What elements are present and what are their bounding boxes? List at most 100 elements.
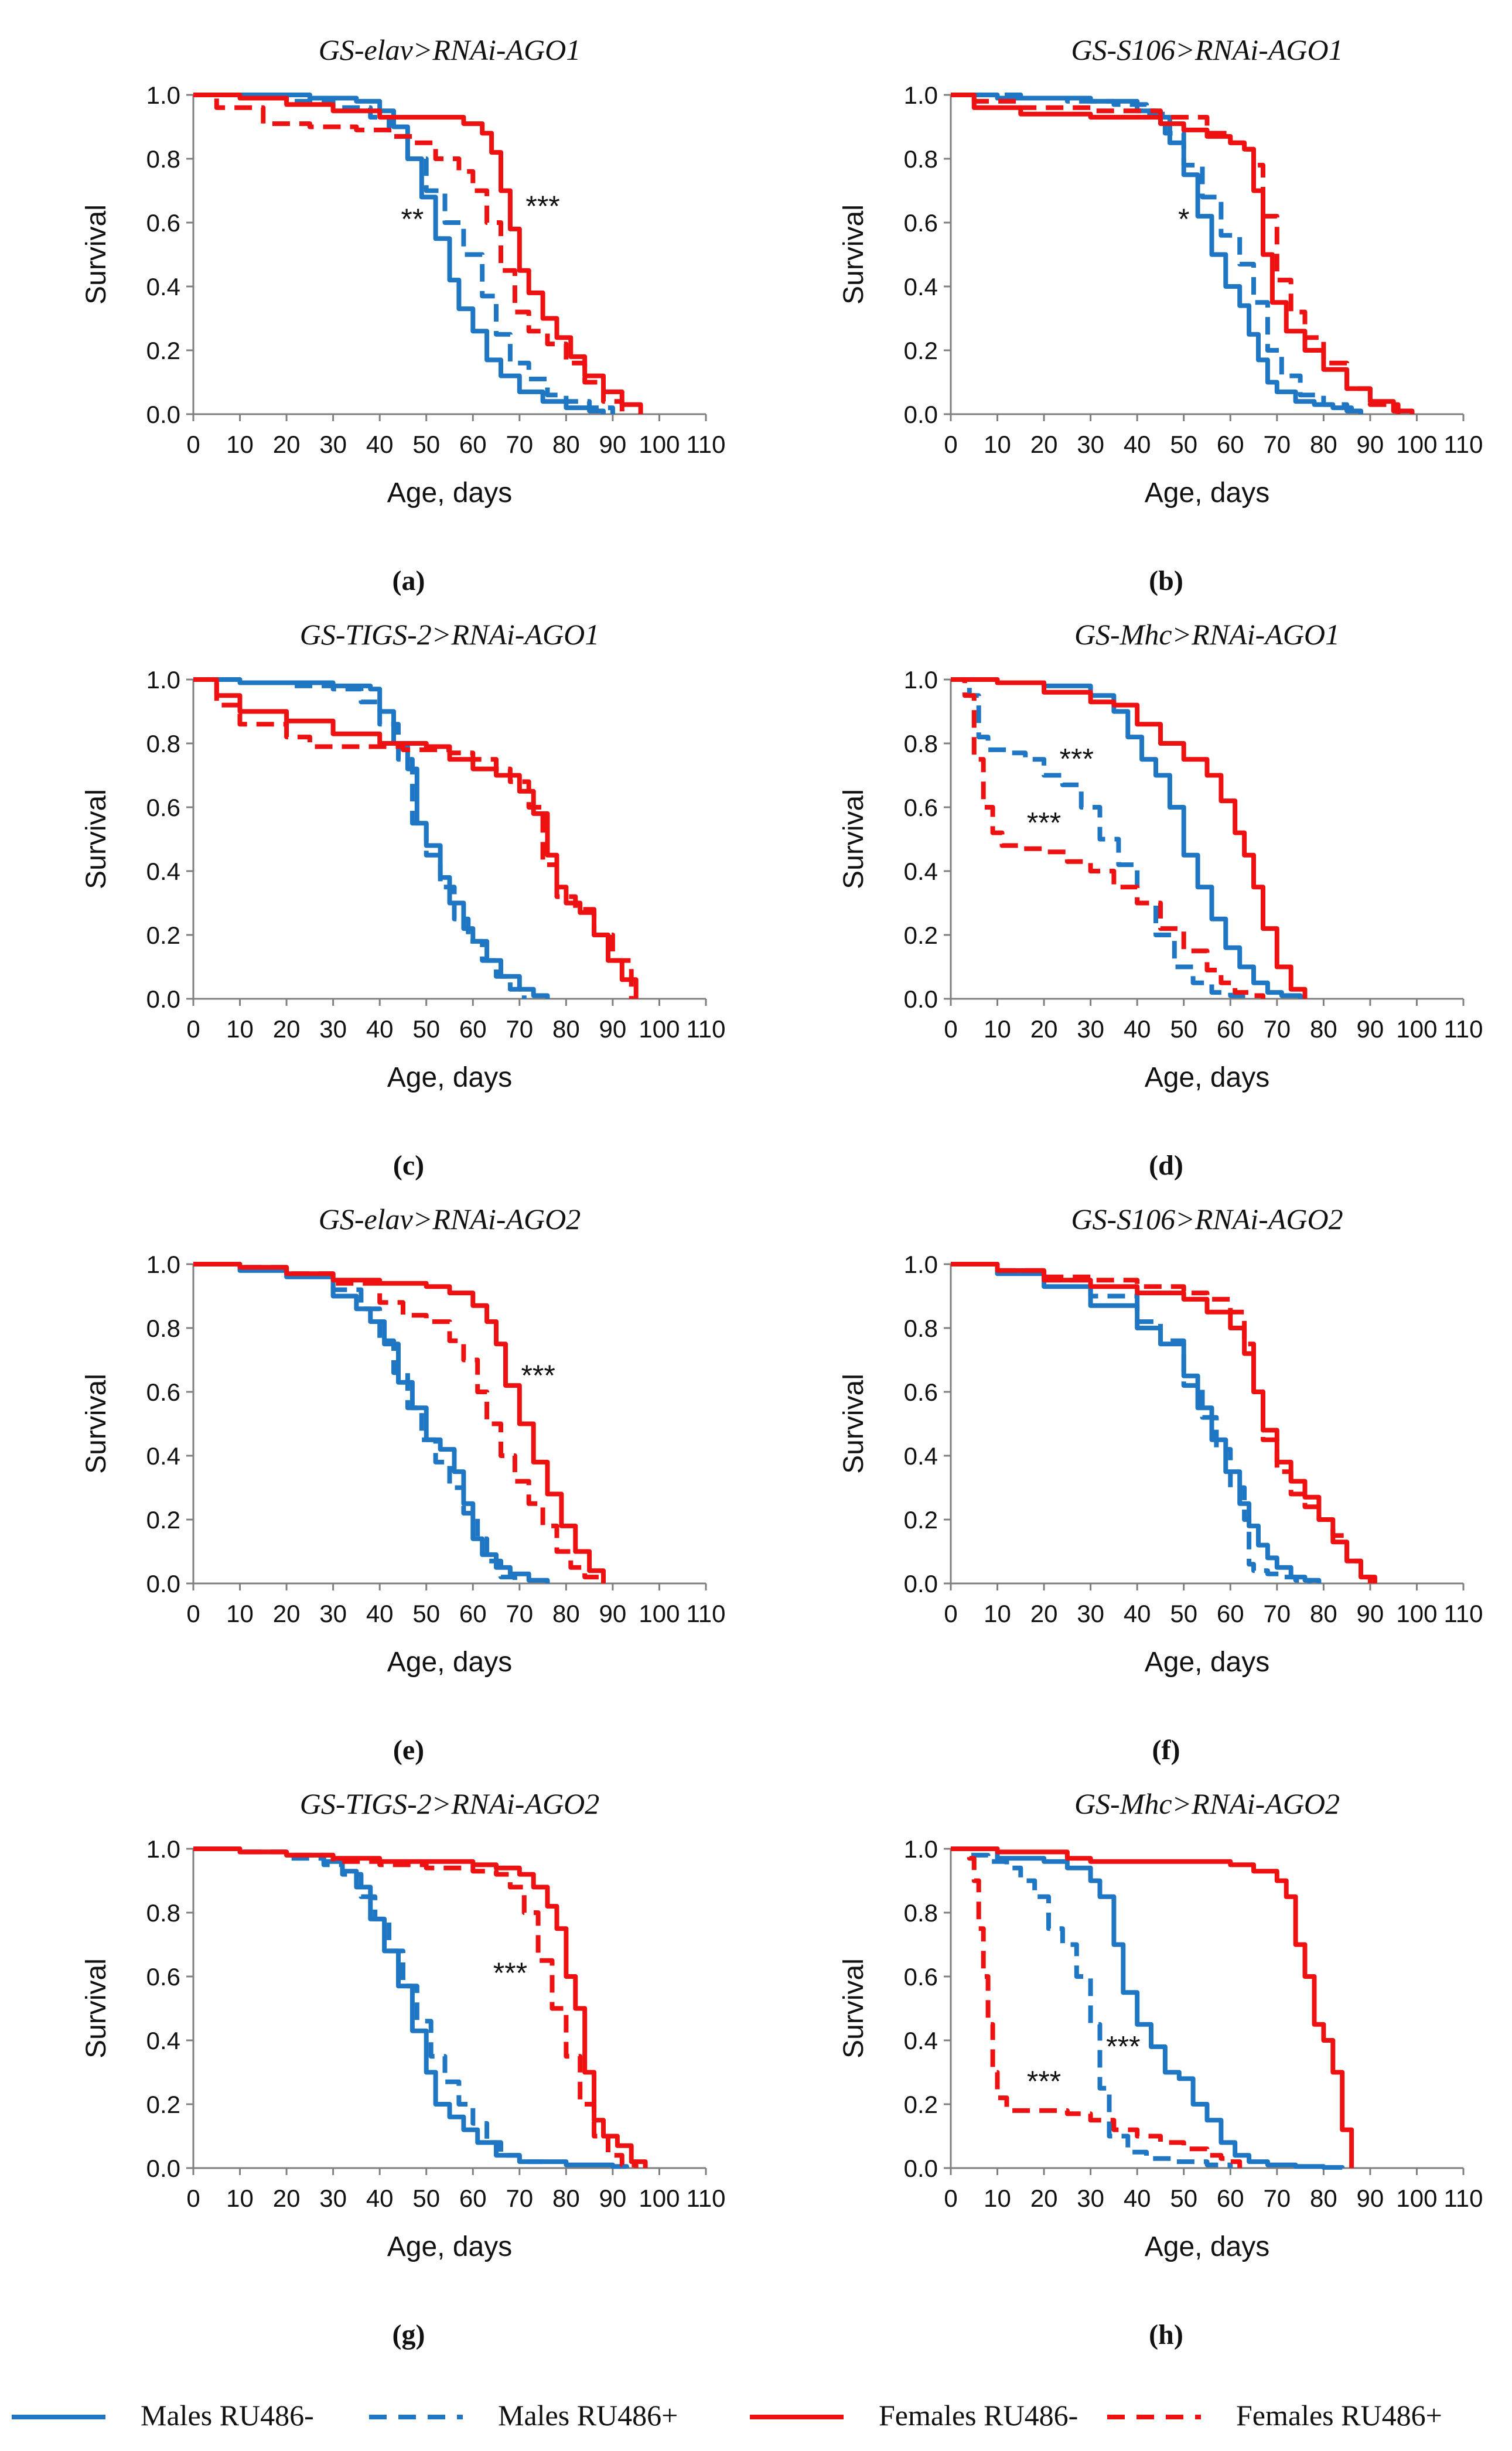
x-tick-label: 10 (984, 431, 1011, 458)
x-axis-label: Age, days (1145, 477, 1269, 508)
x-tick-label: 40 (366, 2184, 394, 2212)
panel-b: GS-S106>RNAi-AGO1 0.0 0.2 0.4 0.6 0.8 1.0 0 10 20… (838, 33, 1483, 596)
x-tick-label: 30 (1077, 1015, 1104, 1043)
panel-a: GS-elav>RNAi-AGO1 0.0 0.2 0.4 0.6 0.8 1.0 0 10 20… (81, 33, 725, 596)
x-tick-label: 30 (319, 1600, 347, 1627)
x-tick-label: 100 (1396, 2184, 1437, 2212)
x-axis-label: Age, days (387, 1062, 512, 1093)
panel-title: GS-TIGS-2>RNAi-AGO1 (300, 618, 599, 651)
x-tick-label: 80 (552, 1600, 580, 1627)
x-tick-label: 110 (1444, 1600, 1483, 1627)
x-tick-label: 100 (639, 1600, 680, 1627)
x-tick-label: 30 (1077, 2184, 1104, 2212)
x-tick-label: 50 (412, 2184, 440, 2212)
x-axis-label: Age, days (1145, 1647, 1269, 1678)
x-tick-label: 70 (1263, 2184, 1291, 2212)
x-tick-label: 0 (186, 431, 200, 458)
panel-letter: (c) (393, 1150, 424, 1181)
x-tick-label: 110 (1444, 2184, 1483, 2212)
series-line-females-ru486 (951, 1262, 1377, 1583)
legend-label: Females RU486+ (1236, 2399, 1442, 2432)
x-tick-label: 70 (506, 1600, 533, 1627)
panel-letter: (h) (1149, 2319, 1183, 2350)
x-tick-label: 10 (984, 1015, 1011, 1043)
y-tick-label: 0.2 (904, 337, 938, 364)
x-tick-label: 0 (944, 2184, 957, 2212)
x-tick-label: 110 (687, 431, 726, 458)
x-tick-label: 20 (1030, 1600, 1058, 1627)
y-tick-label: 0.4 (904, 2027, 938, 2054)
x-axis-label: Age, days (387, 2231, 512, 2262)
x-tick-label: 10 (984, 1600, 1011, 1627)
x-tick-label: 20 (273, 1015, 301, 1043)
series-line-females-ru486 (193, 1846, 639, 2168)
y-tick-label: 0.6 (146, 1963, 180, 1991)
significance-annotation: * (1178, 203, 1189, 235)
x-tick-label: 0 (186, 1600, 200, 1627)
x-tick-label: 20 (1030, 431, 1058, 458)
x-tick-label: 80 (552, 2184, 580, 2212)
x-tick-label: 70 (1263, 431, 1291, 458)
y-tick-label: 1.0 (904, 81, 938, 109)
series-line-females-ru486 (193, 1262, 601, 1583)
x-tick-label: 60 (459, 1600, 487, 1627)
x-tick-label: 70 (1263, 1600, 1291, 1627)
x-tick-label: 60 (459, 431, 487, 458)
y-axis-label: Survival (81, 1958, 112, 2059)
x-tick-label: 100 (1396, 1600, 1437, 1627)
series-line-females-ru486 (951, 1262, 1373, 1583)
x-tick-label: 80 (1310, 2184, 1337, 2212)
x-tick-label: 0 (944, 1600, 957, 1627)
x-axis-label: Age, days (387, 1647, 512, 1678)
y-tick-label: 0.8 (146, 1315, 180, 1342)
series-line-females-ru486 (193, 1846, 648, 2168)
series-line-females-ru486 (951, 677, 1308, 999)
legend-label: Males RU486+ (498, 2399, 678, 2432)
x-tick-label: 110 (687, 1600, 726, 1627)
y-tick-label: 1.0 (904, 1835, 938, 1863)
y-tick-label: 1.0 (146, 666, 180, 694)
x-tick-label: 20 (273, 431, 301, 458)
x-axis-label: Age, days (387, 477, 512, 508)
significance-annotation: *** (1060, 743, 1094, 776)
y-axis-label: Survival (81, 204, 112, 305)
x-tick-label: 40 (1124, 1600, 1151, 1627)
x-tick-label: 20 (1030, 1015, 1058, 1043)
y-tick-label: 0.2 (146, 2091, 180, 2118)
y-tick-label: 0.6 (904, 209, 938, 237)
x-tick-label: 40 (1124, 2184, 1151, 2212)
y-tick-label: 1.0 (146, 1835, 180, 1863)
series-line-females-ru486 (951, 93, 1401, 414)
x-tick-label: 30 (319, 2184, 347, 2212)
y-axis-label: Survival (838, 789, 869, 889)
y-tick-label: 1.0 (146, 1251, 180, 1278)
series-line-females-ru486 (193, 677, 634, 999)
series-line-males-ru486 (193, 93, 606, 414)
significance-annotation: *** (1027, 807, 1061, 839)
x-tick-label: 10 (984, 2184, 1011, 2212)
x-tick-label: 10 (226, 431, 254, 458)
panel-d: GS-Mhc>RNAi-AGO1 0.0 0.2 0.4 0.6 0.8 1.0 0 10 20 3… (838, 618, 1483, 1181)
significance-annotation: *** (525, 190, 559, 223)
x-tick-label: 110 (687, 2184, 726, 2212)
series-line-males-ru486 (193, 677, 527, 999)
panel-title: GS-elav>RNAi-AGO2 (319, 1203, 581, 1235)
panel-letter: (a) (392, 565, 425, 596)
x-tick-label: 70 (506, 1015, 533, 1043)
series-line-males-ru486 (951, 1262, 1322, 1583)
x-tick-label: 40 (366, 1600, 394, 1627)
series-line-males-ru486 (951, 93, 1363, 414)
series-line-females-ru486 (951, 677, 1265, 999)
x-tick-label: 30 (1077, 1600, 1104, 1627)
x-tick-label: 90 (1357, 431, 1384, 458)
x-tick-label: 50 (1170, 431, 1197, 458)
x-tick-label: 100 (639, 1015, 680, 1043)
x-tick-label: 110 (687, 1015, 726, 1043)
legend-label: Males RU486- (141, 2399, 314, 2432)
y-tick-label: 0.6 (904, 794, 938, 821)
y-tick-label: 0.2 (904, 921, 938, 949)
y-tick-label: 0.4 (904, 273, 938, 301)
panel-h: GS-Mhc>RNAi-AGO2 0.0 0.2 0.4 0.6 0.8 1.0 0 10 20 3… (838, 1787, 1483, 2350)
panel-title: GS-Mhc>RNAi-AGO2 (1074, 1787, 1340, 1820)
y-tick-label: 0.4 (146, 858, 180, 885)
